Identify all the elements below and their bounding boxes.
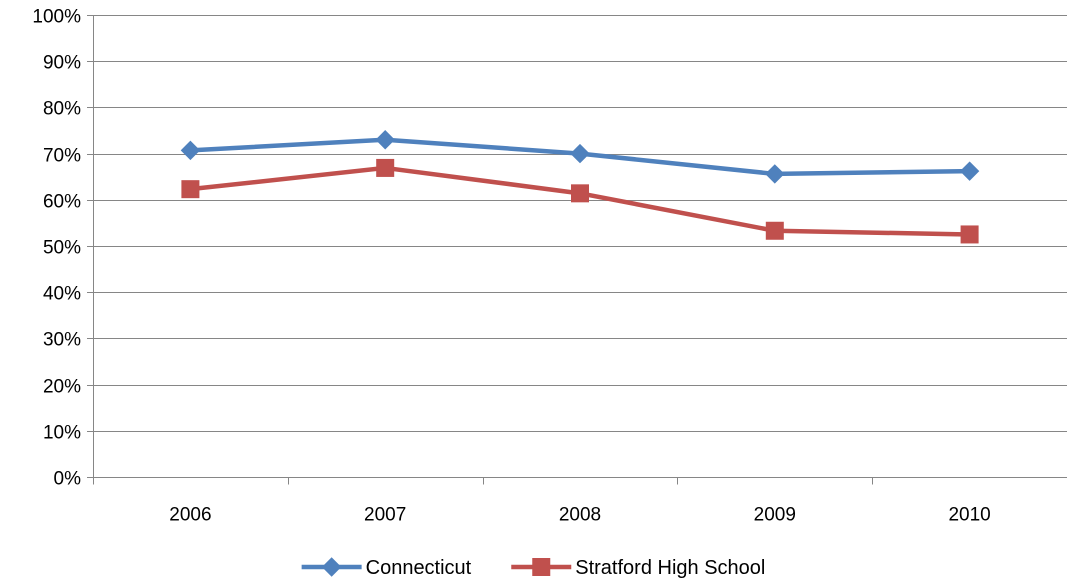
legend-marker — [532, 558, 551, 576]
legend-marker — [321, 557, 342, 577]
gridlines — [93, 15, 1067, 432]
y-tick-label: 0% — [54, 469, 82, 490]
data-point-marker — [376, 158, 395, 177]
data-point-marker — [375, 130, 395, 150]
y-tick-label: 60% — [43, 192, 81, 213]
legend-label: Stratford High School — [575, 557, 765, 579]
data-point-marker — [765, 221, 784, 240]
series-lines — [180, 130, 980, 244]
y-tick-label: 70% — [43, 146, 81, 167]
y-tick-label: 90% — [43, 53, 81, 74]
axes: 0% 10% 20% 30% 40% 50% 60% 70% 80% 90% 100% 2006 200… — [32, 7, 1067, 526]
y-tick-label: 50% — [43, 238, 81, 259]
y-tick-label: 100% — [32, 7, 81, 28]
data-point-marker — [960, 225, 979, 244]
y-tick-label: 80% — [43, 99, 81, 120]
data-point-marker — [959, 161, 980, 181]
y-tick-label: 30% — [43, 330, 81, 351]
x-tick-label: 2008 — [559, 505, 601, 526]
x-tick-label: 2006 — [169, 505, 211, 526]
data-point-marker — [180, 140, 201, 161]
data-point-marker — [765, 164, 785, 184]
legend-label: Connecticut — [366, 557, 472, 579]
y-tick-label: 40% — [43, 284, 81, 305]
data-point-marker — [571, 184, 589, 203]
data-point-marker — [570, 143, 590, 164]
x-tick-label: 2007 — [364, 505, 406, 526]
legend: Connecticut Stratford High School — [301, 557, 765, 579]
x-tick-label: 2010 — [948, 505, 990, 526]
y-tick-label: 10% — [43, 423, 81, 444]
y-tick-label: 20% — [43, 377, 81, 398]
data-point-marker — [181, 180, 200, 199]
x-tick-label: 2009 — [754, 505, 796, 526]
